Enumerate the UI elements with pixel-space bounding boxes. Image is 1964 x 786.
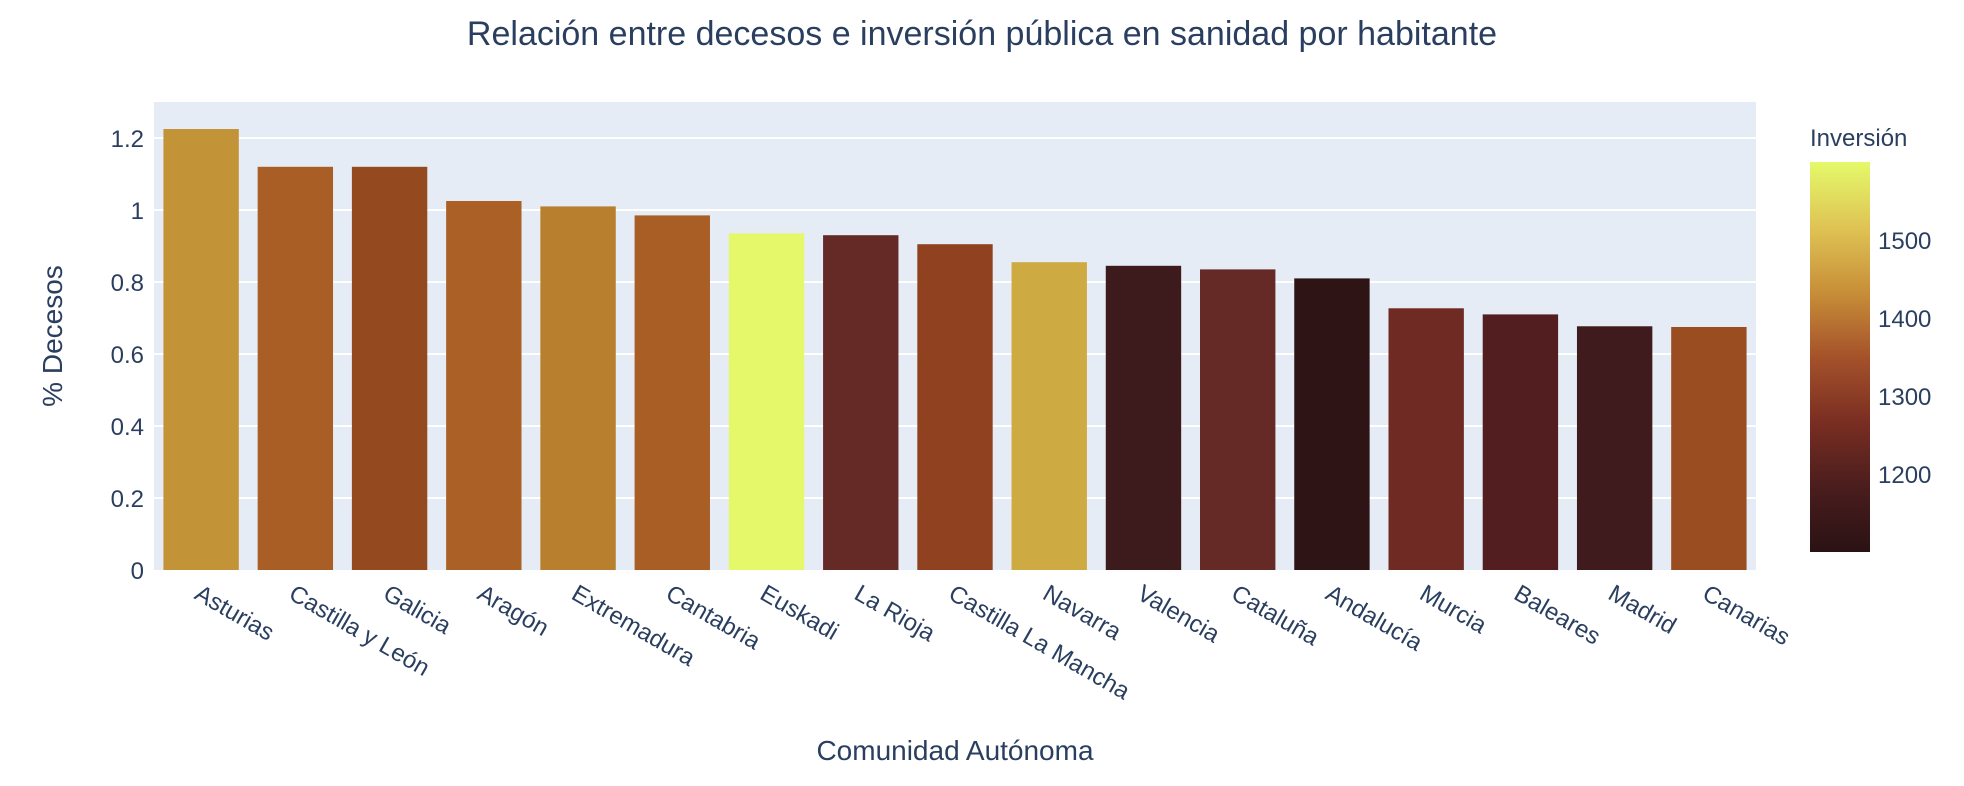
colorbar-tick-label: 1300 [1878, 384, 1931, 411]
x-tick-label: Baleares [1509, 580, 1605, 651]
x-tick-label: Aragón [473, 580, 554, 642]
x-tick-label: Murcia [1415, 580, 1491, 640]
colorbar-tick-labels: 1200 1300 1400 1500 [1878, 228, 1931, 489]
bar [728, 233, 805, 570]
bar [1105, 265, 1182, 570]
bar [1294, 278, 1370, 570]
bar [540, 206, 616, 570]
x-tick-label: Valencia [1132, 580, 1224, 649]
bar [917, 244, 993, 570]
bar [163, 129, 239, 570]
colorbar-tick-label: 1200 [1878, 462, 1931, 489]
x-tick-label: Andalucía [1321, 580, 1428, 657]
x-tick-label: Euskadi [756, 580, 843, 646]
bar [1388, 308, 1464, 570]
x-tick-label: La Rioja [850, 580, 940, 648]
colorbar-title: Inversión [1810, 125, 1907, 152]
chart-title: Relación entre decesos e inversión públi… [467, 15, 1497, 53]
colorbar [1810, 162, 1870, 552]
y-tick-label: 0.4 [111, 414, 144, 441]
bar [351, 166, 428, 571]
y-tick-label: 0.6 [111, 342, 144, 369]
bars [163, 129, 1747, 571]
x-tick-label: Castilla La Mancha [944, 580, 1135, 706]
x-tick-label: Cataluña [1227, 580, 1324, 652]
bar [446, 201, 522, 570]
bar [823, 235, 899, 570]
y-axis-title: % Decesos [37, 265, 68, 407]
y-tick-label: 0 [131, 558, 144, 585]
colorbar-tick-label: 1500 [1878, 228, 1931, 255]
bar [1200, 269, 1276, 570]
x-tick-label: Galicia [379, 580, 457, 640]
bar [1482, 314, 1559, 570]
y-tick-label: 1 [131, 198, 144, 225]
x-tick-label: Canarias [1698, 580, 1795, 651]
y-tick-labels: 0 0.2 0.4 0.6 0.8 1 1.2 [111, 126, 144, 585]
y-tick-label: 0.2 [111, 486, 144, 513]
x-axis-title: Comunidad Autónoma [816, 735, 1094, 766]
x-tick-label: Asturias [190, 580, 279, 647]
y-tick-label: 0.8 [111, 270, 144, 297]
bar [1671, 327, 1747, 570]
colorbar-tick-label: 1400 [1878, 306, 1931, 333]
bar [1011, 262, 1087, 570]
bar [634, 215, 710, 570]
y-tick-label: 1.2 [111, 126, 144, 153]
bar [257, 166, 334, 571]
x-tick-label: Madrid [1604, 580, 1681, 640]
bar [1576, 326, 1653, 570]
